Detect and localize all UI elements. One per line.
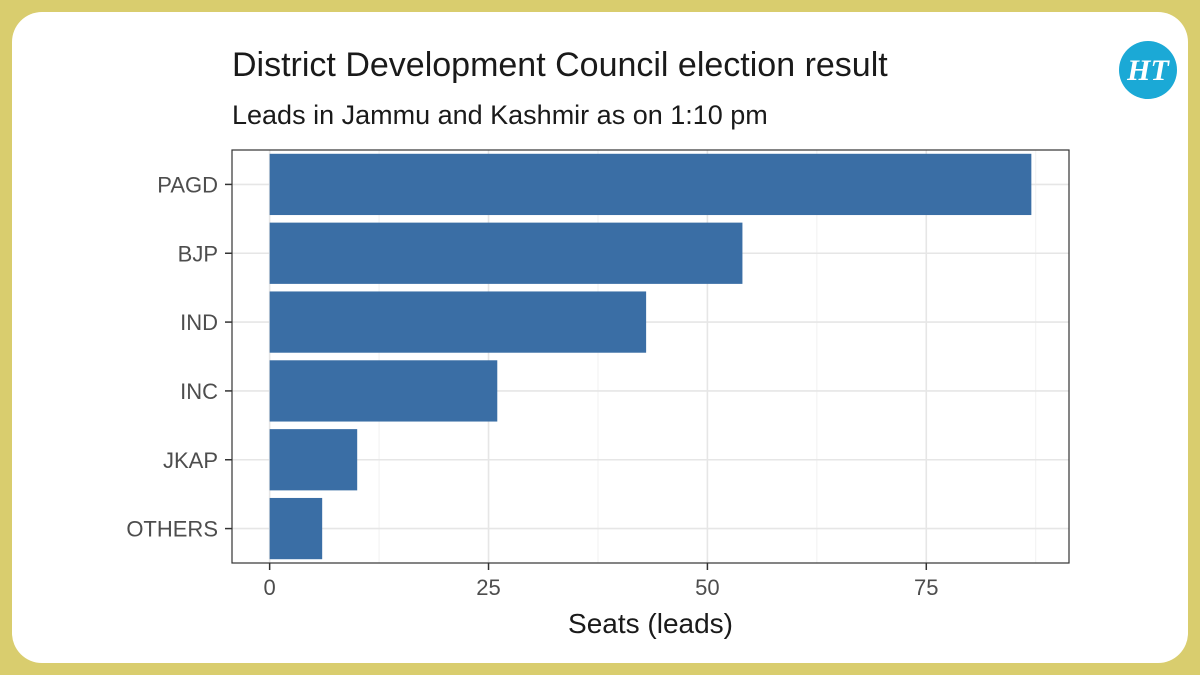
y-tick-label: BJP [178,241,218,266]
y-tick-label: INC [180,379,218,404]
y-tick-label: PAGD [157,172,218,197]
x-tick-label: 50 [695,575,719,600]
y-tick-label: JKAP [163,448,218,473]
y-tick-label: OTHERS [126,517,218,542]
bar-pagd [269,153,1032,216]
x-axis-label: Seats (leads) [568,608,733,639]
x-tick-label: 0 [264,575,276,600]
plot-border [231,149,1070,564]
y-tick-label: IND [180,310,218,335]
chart-subtitle: Leads in Jammu and Kashmir as on 1:10 pm [232,100,768,130]
logo-text: HT [1126,54,1170,87]
x-tick-label: 75 [914,575,938,600]
x-tick-label: 25 [476,575,500,600]
bar-ind [269,291,647,353]
ht-logo: HT [1119,41,1177,99]
bar-others [269,497,323,560]
plot-panel [232,150,1069,563]
bar-jkap [269,429,358,491]
bar-inc [269,360,498,422]
bar-bjp [269,222,743,284]
chart-title: District Development Council election re… [232,46,888,84]
